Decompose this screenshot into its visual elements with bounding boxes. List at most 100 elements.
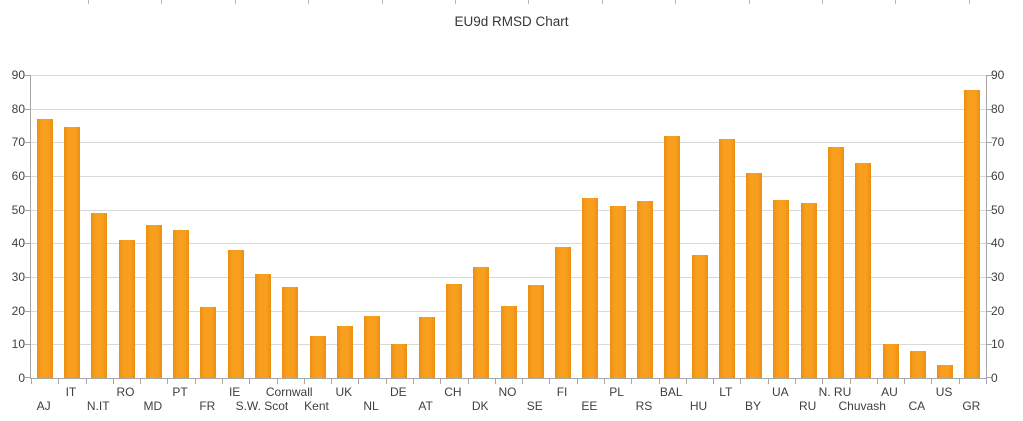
bar-HU bbox=[692, 255, 708, 378]
x-label-N-IT: N.IT bbox=[86, 399, 110, 413]
x-label-SE: SE bbox=[526, 399, 543, 413]
x-axis-tick bbox=[195, 379, 196, 384]
x-label-RS: RS bbox=[635, 399, 653, 413]
bar-DE bbox=[391, 344, 407, 378]
x-axis-tick bbox=[522, 379, 523, 384]
x-label-FR: FR bbox=[199, 399, 216, 413]
y-axis-tick bbox=[25, 210, 30, 211]
y-axis-tick bbox=[987, 243, 992, 244]
x-label-IE: IE bbox=[228, 385, 241, 399]
bar-BY bbox=[746, 173, 762, 378]
x-axis-tick bbox=[577, 379, 578, 384]
x-axis-tick bbox=[304, 379, 305, 384]
x-label-DK: DK bbox=[471, 399, 489, 413]
bar-Chuvash bbox=[855, 163, 871, 378]
y-axis-tick bbox=[987, 176, 992, 177]
x-label-GR: GR bbox=[962, 399, 981, 413]
y-axis-tick bbox=[987, 109, 992, 110]
x-axis-tick bbox=[959, 379, 960, 384]
x-axis-tick bbox=[604, 379, 605, 384]
x-label-UK: UK bbox=[335, 385, 353, 399]
bar-PL bbox=[610, 206, 626, 378]
x-axis-tick bbox=[795, 379, 796, 384]
bar-Cornwall bbox=[282, 287, 298, 378]
x-label-S-W-Scot: S.W. Scot bbox=[235, 399, 289, 413]
x-axis-tick bbox=[850, 379, 851, 384]
x-label-DE: DE bbox=[390, 385, 407, 399]
top-tick bbox=[161, 0, 162, 4]
y-axis-tick bbox=[25, 142, 30, 143]
x-label-Chuvash: Chuvash bbox=[838, 399, 886, 413]
bar-BAL bbox=[664, 136, 680, 378]
bar-MD bbox=[146, 225, 162, 378]
bar-CA bbox=[910, 351, 926, 378]
x-axis-tick bbox=[495, 379, 496, 384]
x-label-CH: CH bbox=[444, 385, 462, 399]
gridline bbox=[31, 142, 986, 143]
y-axis-tick bbox=[987, 142, 992, 143]
y-axis-tick bbox=[25, 277, 30, 278]
x-axis-tick bbox=[631, 379, 632, 384]
y-axis-tick bbox=[987, 75, 992, 76]
bar-AU bbox=[883, 344, 899, 378]
y-axis-tick-label: 60 bbox=[991, 169, 1005, 183]
y-axis-tick-label: 10 bbox=[991, 337, 1005, 351]
bar-UA bbox=[773, 200, 789, 378]
y-axis-tick bbox=[25, 377, 30, 378]
top-tick bbox=[382, 0, 383, 4]
bar-RO bbox=[119, 240, 135, 378]
bar-DK bbox=[473, 267, 489, 378]
top-tick bbox=[602, 0, 603, 4]
x-axis-tick bbox=[713, 379, 714, 384]
x-label-UA: UA bbox=[772, 385, 789, 399]
x-axis-tick bbox=[413, 379, 414, 384]
x-axis-tick bbox=[358, 379, 359, 384]
y-axis-tick-label: 80 bbox=[11, 102, 25, 116]
bar-IT bbox=[64, 127, 80, 378]
top-tick bbox=[969, 0, 970, 4]
x-axis-labels: AJ IT N.IT RO MD PT FR IE S.W. Scot Cornwall Kent U… bbox=[30, 378, 985, 420]
x-axis-tick bbox=[386, 379, 387, 384]
y-axis-tick-label: 20 bbox=[11, 304, 25, 318]
x-axis-tick bbox=[86, 379, 87, 384]
bar-UK bbox=[337, 326, 353, 378]
y-axis-tick bbox=[987, 344, 992, 345]
top-tick bbox=[822, 0, 823, 4]
bar-RU bbox=[801, 203, 817, 378]
y-axis-tick-label: 80 bbox=[991, 102, 1005, 116]
x-axis-tick bbox=[768, 379, 769, 384]
y-axis-tick bbox=[25, 344, 30, 345]
x-label-AT: AT bbox=[418, 399, 433, 413]
top-tick bbox=[895, 0, 896, 4]
bar-LT bbox=[719, 139, 735, 378]
x-label-RO: RO bbox=[116, 385, 135, 399]
x-axis-tick bbox=[222, 379, 223, 384]
y-axis-tick-label: 90 bbox=[11, 68, 25, 82]
x-label-NO: NO bbox=[498, 385, 517, 399]
plot-area bbox=[25, 75, 992, 384]
x-axis-tick bbox=[549, 379, 550, 384]
x-label-PT: PT bbox=[172, 385, 188, 399]
x-axis-tick bbox=[904, 379, 905, 384]
bar-S-W-Scot bbox=[255, 274, 271, 378]
y-axis-tick-label: 30 bbox=[11, 270, 25, 284]
x-label-CA: CA bbox=[908, 399, 926, 413]
x-axis-tick bbox=[167, 379, 168, 384]
bar-NL bbox=[364, 316, 380, 378]
y-axis-tick-label: 50 bbox=[11, 203, 25, 217]
y-axis-tick-label: 40 bbox=[991, 236, 1005, 250]
top-tick bbox=[88, 0, 89, 4]
bar-EE bbox=[582, 198, 598, 378]
y-axis-tick-label: 90 bbox=[991, 68, 1005, 82]
x-axis-tick bbox=[686, 379, 687, 384]
bar-FI bbox=[555, 247, 571, 378]
y-axis-tick bbox=[25, 311, 30, 312]
y-axis-tick bbox=[25, 176, 30, 177]
y-axis-tick bbox=[25, 109, 30, 110]
bar-NO bbox=[501, 306, 517, 378]
x-axis-tick bbox=[440, 379, 441, 384]
y-axis-labels-left: 0 10 20 30 40 50 60 70 80 90 bbox=[0, 69, 25, 384]
x-label-EE: EE bbox=[581, 399, 598, 413]
x-axis-tick bbox=[331, 379, 332, 384]
